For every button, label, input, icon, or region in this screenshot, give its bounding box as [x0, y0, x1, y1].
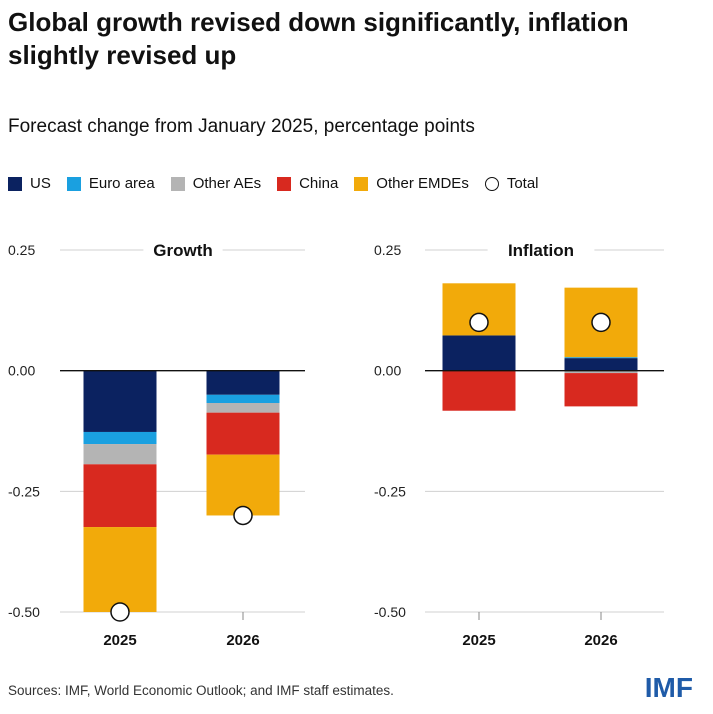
growth-bar-china-2025	[83, 464, 157, 528]
legend-item-other-aes: Other AEs	[170, 175, 262, 192]
growth-bar-euro-area-2025	[83, 431, 157, 445]
growth-x-tick-label: 2026	[226, 632, 259, 649]
legend-swatch-china	[277, 176, 292, 191]
imf-logo: IMF	[644, 672, 693, 703]
inflation-x-tick-label: 2025	[462, 632, 495, 649]
inflation-y-tick-label: 0.00	[374, 363, 401, 379]
growth-bar-euro-area-2026	[206, 394, 280, 404]
growth-bar-china-2026	[206, 412, 280, 455]
legend-swatch-total	[484, 176, 499, 191]
growth-title-bg	[143, 237, 223, 263]
growth-bar-other-emdes-2025	[83, 527, 157, 612]
inflation-bar-us-2026	[564, 358, 638, 371]
legend-label-china: China	[299, 175, 339, 192]
legend-swatch-us	[8, 176, 22, 191]
inflation-total-marker	[591, 312, 611, 333]
growth-bar-us-2026	[206, 370, 280, 395]
legend-label-other-aes: Other AEs	[192, 175, 262, 192]
legend-label-other-emdes: Other EMDEs	[376, 175, 469, 192]
growth-panel-title: Growth	[153, 241, 213, 260]
legend-item-euro-area: Euro area	[66, 175, 155, 192]
growth-bar-other-emdes-2026	[206, 454, 280, 516]
legend-label-us: US	[30, 175, 51, 192]
legend-swatch-euro-area	[66, 176, 81, 191]
chart-subtitle: Forecast change from January 2025, perce…	[8, 116, 475, 137]
legend-label-euro-area: Euro area	[88, 175, 155, 192]
legend-swatch-other-aes	[170, 176, 185, 191]
inflation-bar-china-2025	[442, 370, 516, 411]
growth-bar-other-aes-2025	[83, 444, 157, 465]
inflation-panel-title: Inflation	[508, 241, 574, 260]
legend-swatch-other-emdes	[354, 176, 369, 191]
source-note: Sources: IMF, World Economic Outlook; an…	[8, 683, 394, 698]
inflation-x-tick-label: 2026	[584, 632, 617, 649]
legend-item-total: Total	[484, 175, 539, 192]
inflation-bar-us-2025	[442, 335, 516, 371]
growth-total-marker	[233, 505, 253, 526]
inflation-title-bg	[487, 237, 595, 263]
legend-item-us: US	[8, 175, 51, 192]
growth-y-tick-label: -0.50	[8, 604, 40, 620]
inflation-bar-euro-area-2026	[564, 357, 638, 359]
inflation-total-marker	[469, 312, 489, 333]
inflation-y-tick-label: 0.25	[374, 242, 401, 258]
growth-y-tick-label: 0.25	[8, 242, 35, 258]
growth-total-marker	[110, 602, 130, 622]
legend-label-total: Total	[506, 175, 539, 192]
chart-title: Global growth revised down significantly…	[8, 7, 629, 70]
inflation-y-tick-label: -0.25	[374, 483, 406, 499]
inflation-bar-other-aes-2026	[564, 370, 638, 374]
legend-item-china: China	[277, 175, 338, 192]
legend-item-other-emdes: Other EMDEs	[354, 175, 469, 192]
growth-y-tick-label: -0.25	[8, 483, 40, 499]
inflation-y-tick-label: -0.50	[374, 604, 406, 620]
growth-y-tick-label: 0.00	[8, 363, 35, 379]
inflation-bar-china-2026	[564, 373, 638, 407]
growth-bar-us-2025	[83, 370, 157, 432]
growth-x-tick-label: 2025	[103, 632, 136, 649]
legend: US Euro area Other AEs China Other EMDEs…	[8, 175, 555, 192]
growth-bar-other-aes-2026	[206, 403, 280, 413]
